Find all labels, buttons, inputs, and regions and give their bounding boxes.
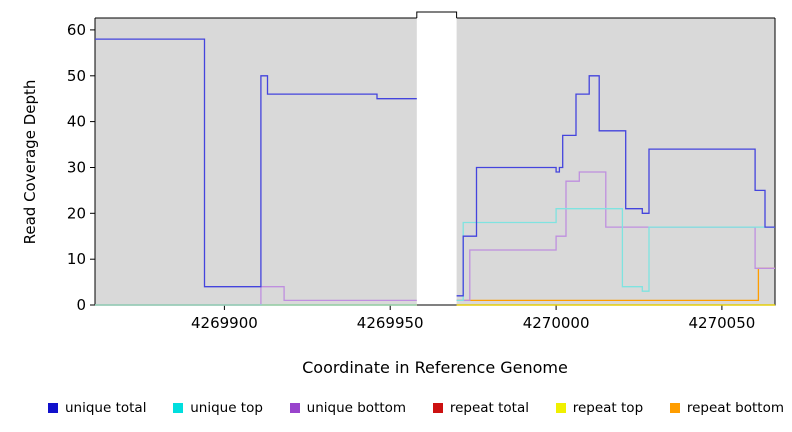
plot-panel-left [95,18,417,305]
y-axis-label: Read Coverage Depth [21,79,39,245]
legend-item-repeat-top: repeat top [555,400,644,416]
legend-swatch-unique-top [173,403,184,413]
legend-swatch-repeat-top [555,403,566,413]
legend-item-unique-bottom: unique bottom [289,400,407,416]
x-tick-label: 4269950 [357,314,424,332]
legend: unique total unique top unique bottom repea… [48,400,784,416]
plot-border [94,18,776,306]
series-unique-top [456,208,775,302]
x-tick-label: 4270000 [523,314,590,332]
legend-swatch-repeat-total [432,403,443,413]
legend-swatch-repeat-bottom [669,403,680,413]
legend-label-unique-total: unique total [65,400,147,416]
legend-swatch-unique-bottom [289,403,300,413]
legend-label-repeat-total: repeat total [449,400,529,416]
y-tick-label: 0 [76,296,86,314]
legend-label-unique-bottom: unique bottom [306,400,407,416]
gap-notch [416,11,458,18]
y-tick-label: 50 [67,67,86,85]
y-tick-label: 20 [67,204,86,222]
plot-panel-right [456,18,775,305]
y-tick-label: 30 [67,159,86,177]
legend-label-repeat-top: repeat top [572,400,644,416]
y-tick-label: 40 [67,113,86,131]
x-tick-label: 4269900 [191,314,258,332]
legend-item-repeat-bottom: repeat bottom [669,400,784,416]
x-axis-label: Coordinate in Reference Genome [302,358,568,377]
y-tick-label: 60 [67,21,86,39]
series-unique-total [456,75,775,297]
legend-item-repeat-total: repeat total [432,400,529,416]
legend-swatch-unique-total [48,403,58,413]
x-tick-label: 4270050 [688,314,755,332]
series-unique-total [95,38,417,288]
coverage-plot-svg: 4269900 4269950 4270000 4270050 0 10 20 30 40 50 6… [67,11,776,332]
legend-item-unique-top: unique top [173,400,263,416]
legend-label-repeat-bottom: repeat bottom [686,400,784,416]
legend-item-unique-total: unique total [48,400,146,416]
y-tick-label: 10 [67,250,86,268]
legend-label-unique-top: unique top [190,400,263,416]
coverage-plot: 4269900 4269950 4270000 4270050 0 10 20 30 40 50 6… [67,11,776,332]
